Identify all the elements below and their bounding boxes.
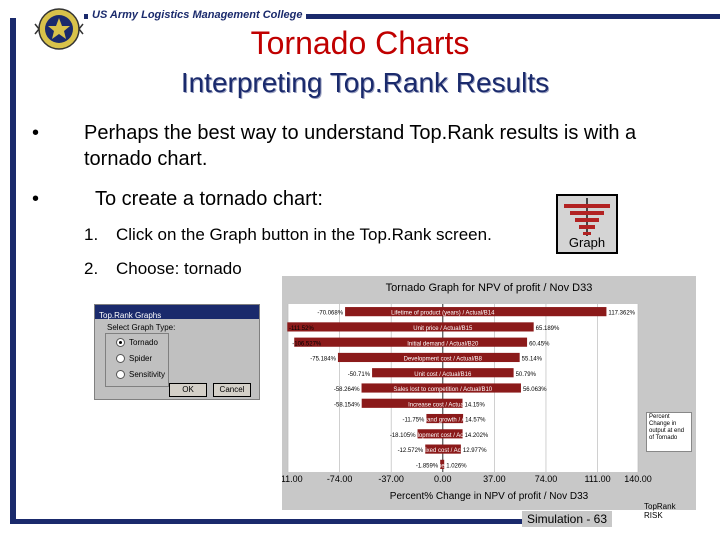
x-tick-label: 37.00 [483,474,506,484]
chart-title: Tornado Graph for NPV of profit / Nov D3… [385,282,593,294]
graph-button[interactable]: Graph [556,194,618,254]
bar-low-label: -70.068% [317,311,343,317]
graph-type-dialog: Top.Rank Graphs Select Graph Type: Torna… [94,304,260,400]
x-tick-label: 140.00 [624,474,652,484]
bar-category-label: Lifetime of product (years) / Actual/B14 [391,311,495,317]
bar-high-label: 117.362% [608,311,635,317]
header-rule [84,14,720,19]
tornado-bar [337,352,520,363]
x-tick-label: -111.00 [282,474,303,484]
bar-high-label: 14.202% [465,433,489,439]
bar-low-label: -106.527% [292,341,322,347]
org-name: US Army Logistics Management College [88,7,307,23]
bar-category-label: Development cost / Actual/B7 [404,433,483,439]
tornado-icon [564,198,610,236]
radio-spider[interactable]: Spider [116,354,153,364]
tornado-bar [287,322,534,332]
cancel-button[interactable]: Cancel [213,383,251,397]
tornado-chart-plot: -111.00 -74.00 -37.00 0.00 37.00 74.00 111.00 1… [282,304,652,484]
bar-high-label: 12.977% [463,448,487,454]
bar-low-label: -11.75% [402,418,425,424]
tornado-bar [345,307,607,317]
bar-high-label: 60.45% [529,341,550,347]
radio-label: Spider [129,354,153,363]
bar-high-label: 14.57% [465,418,486,424]
bar-high-label: 1.026% [446,463,467,469]
bottom-rule [10,519,610,524]
x-tick-label: 74.00 [535,474,558,484]
tornado-bar [440,459,445,469]
tornado-bar [425,444,461,454]
page-title: Tornado Charts [250,25,470,61]
bar-low-label: -50.71% [348,372,371,378]
bar-high-label: 65.189% [536,326,560,332]
bar-category-label: Sales lost to competition / Actual/B10 [393,387,492,393]
x-tick-label: 111.00 [584,474,610,484]
dialog-titlebar: Top.Rank Graphs [95,305,259,320]
radio-label: Tornado [129,338,158,347]
bar-low-label: -58.264% [334,387,360,393]
step-text: Click on the Graph button in the Top.Ran… [116,225,492,244]
tornado-bar [372,368,514,378]
graph-type-group: Tornado Spider Sensitivity [105,333,169,387]
header-bar: US Army Logistics Management College [84,7,720,23]
graph-button-label: Graph [568,235,606,250]
bar-category-label: Unit cost / Actual/B16 [414,372,472,378]
tornado-chart: -111.00 -74.00 -37.00 0.00 37.00 74.00 111.00 1… [282,276,696,520]
tornado-bar [417,429,463,439]
bar-category-label: Initial demand / Actual/B20 [407,341,479,347]
bar-low-label: -1.859% [416,463,439,469]
radio-label: Sensitivity [129,370,166,379]
chart-legend: Percent Change in output at end of Torna… [646,412,692,452]
tornado-bar [426,413,464,424]
bar-low-label: -18.105% [390,433,416,439]
page-subtitle: Interpreting Top.Rank Results [180,67,550,98]
x-tick-label: 0.00 [434,474,452,484]
bar-low-label: -75.184% [310,357,336,363]
bullet-text: To create a tornado chart: [95,188,323,210]
bar-category-label: Annual fixed cost / Actual/B11 [403,448,483,454]
dialog-title: Top.Rank Graphs [99,311,162,320]
bullet-marker: • [32,188,40,210]
bar-high-label: 50.79% [516,372,537,378]
bullet-marker: • [32,122,40,144]
bullet-text: Perhaps the best way to understand Top.R… [84,122,637,170]
x-tick-label: -37.00 [378,474,404,484]
radio-tornado[interactable]: Tornado [116,338,158,348]
ok-button[interactable]: OK [169,383,207,397]
radio-unselected-icon [116,370,125,380]
bar-category-label: Increase cost / Actual/B13 [408,402,478,408]
college-emblem-icon [34,8,84,50]
radio-unselected-icon [116,354,125,364]
page-number: Simulation - 63 [522,511,612,527]
radio-selected-icon [116,338,125,348]
tornado-bar [361,383,521,393]
select-graph-type-label: Select Graph Type: [107,323,176,332]
step-number: 1. [84,225,99,244]
bar-category-label: Unit price / Actual/B15 [413,326,473,332]
bar-low-label: -12.572% [398,448,424,454]
bar-category-label: Annual demand growth / Actual/B19 [395,418,491,424]
tornado-bar [294,337,528,347]
left-rule [10,18,16,522]
bar-high-label: 55.14% [522,357,543,363]
bar-category-label: Salvage value / Actual/B12 [407,463,479,469]
bar-low-label: -111.52% [289,326,314,332]
chart-brand: TopRank RISK [644,502,676,520]
step-number: 2. [84,259,99,278]
bar-high-label: 14.15% [465,402,486,408]
bar-category-label: Development cost / Actual/B8 [404,357,483,363]
bar-high-label: 56.063% [523,387,547,393]
x-tick-label: -74.00 [327,474,353,484]
tornado-bar [361,398,463,408]
chart-x-axis-label: Percent% Change in NPV of profit / Nov D… [389,491,589,502]
bar-low-label: -58.154% [334,402,360,408]
radio-sensitivity[interactable]: Sensitivity [116,370,166,380]
step-text: Choose: tornado [116,259,242,278]
